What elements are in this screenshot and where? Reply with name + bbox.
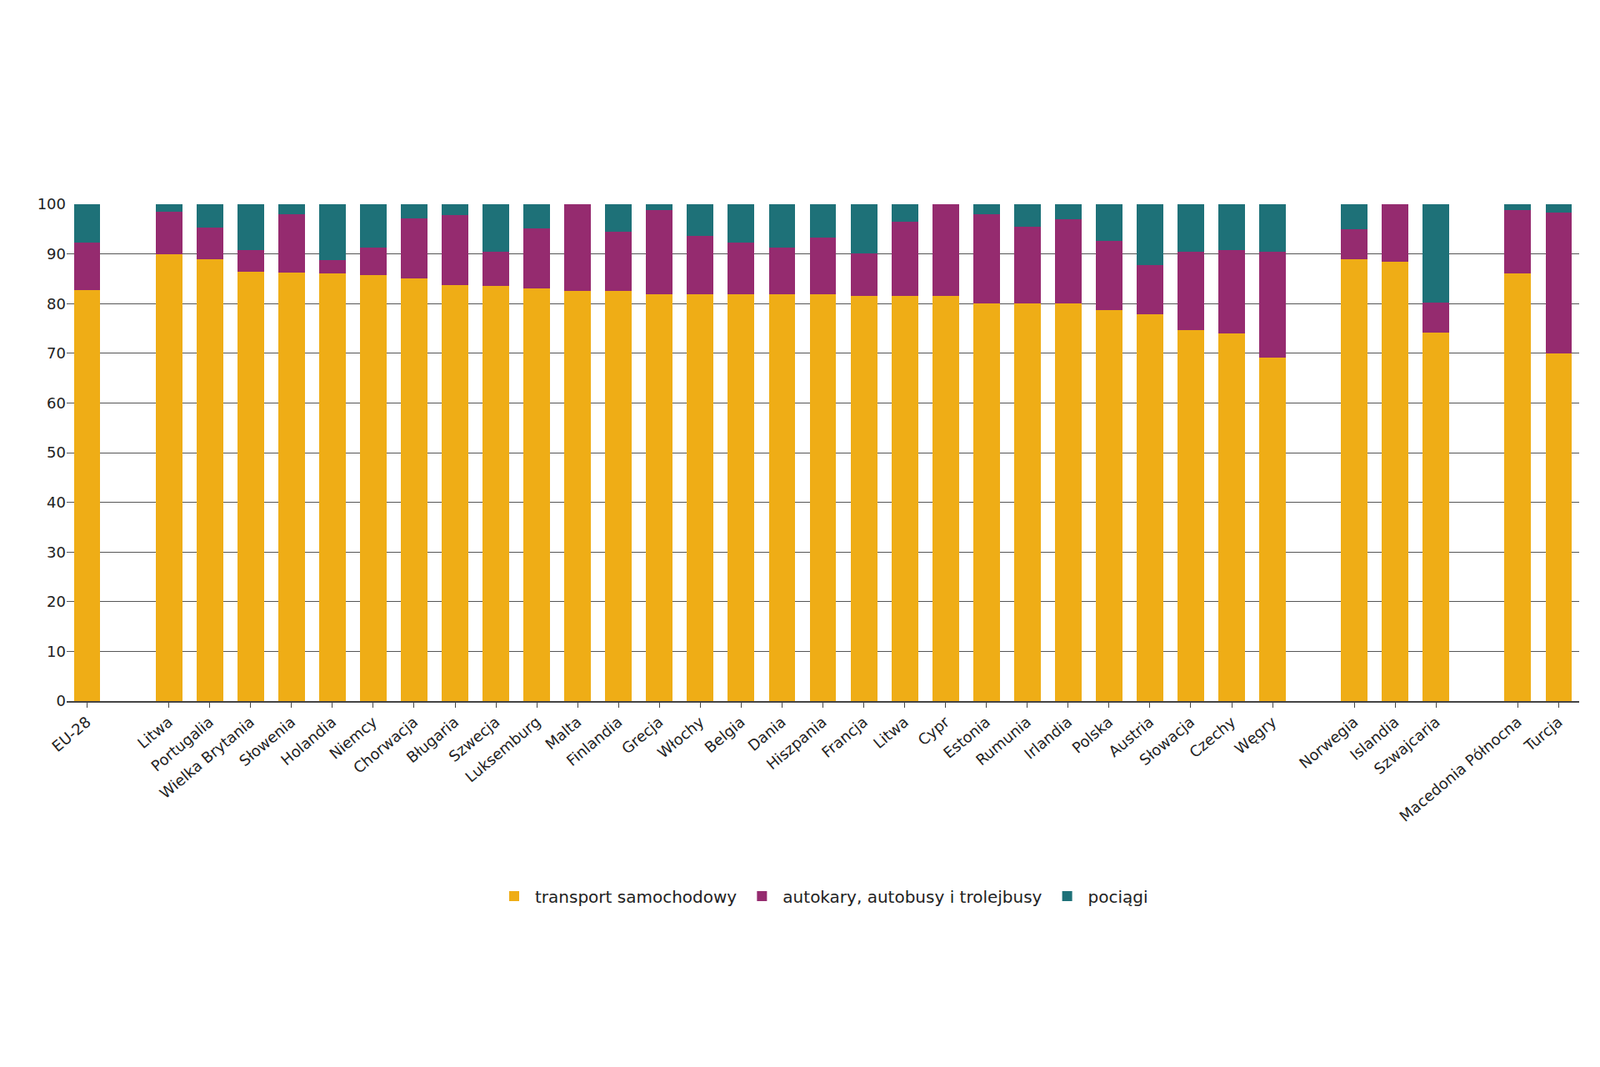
svg-text:Finlandia: Finlandia [563, 712, 626, 770]
svg-text:10: 10 [46, 642, 66, 660]
svg-text:Litwa: Litwa [134, 712, 176, 752]
svg-text:Portugalia: Portugalia [147, 712, 217, 775]
svg-text:Słowenia: Słowenia [235, 712, 299, 770]
svg-text:Macedonia Północna: Macedonia Północna [1395, 712, 1525, 825]
svg-text:Bługaria: Bługaria [403, 712, 463, 766]
svg-text:90: 90 [46, 245, 66, 263]
svg-text:20: 20 [46, 592, 66, 610]
svg-text:0: 0 [56, 691, 66, 710]
svg-text:autokary, autobusy i trolejbus: autokary, autobusy i trolejbusy [782, 886, 1042, 907]
svg-text:Rumunia: Rumunia [972, 712, 1035, 769]
svg-text:100: 100 [37, 195, 66, 213]
svg-text:Malta: Malta [541, 712, 585, 753]
svg-text:Estonia: Estonia [940, 712, 994, 762]
svg-text:Holandia: Holandia [277, 712, 340, 769]
svg-text:Litwa: Litwa [870, 712, 912, 752]
svg-text:80: 80 [46, 295, 66, 313]
svg-text:Dania: Dania [744, 712, 790, 755]
svg-text:40: 40 [46, 493, 66, 511]
svg-text:Słowacja: Słowacja [1135, 712, 1198, 769]
svg-text:pociągi: pociągi [1088, 886, 1149, 907]
svg-text:Irlandia: Irlandia [1020, 712, 1075, 763]
svg-text:50: 50 [46, 443, 66, 461]
svg-text:Turcja: Turcja [1520, 712, 1566, 755]
svg-text:Cypr: Cypr [914, 712, 953, 749]
svg-text:Belgia: Belgia [700, 712, 748, 756]
svg-text:70: 70 [46, 344, 66, 362]
svg-text:Austria: Austria [1105, 712, 1157, 760]
svg-text:Niemcy: Niemcy [325, 712, 381, 763]
svg-text:Polska: Polska [1068, 712, 1116, 757]
svg-text:Chorwacja: Chorwacja [350, 712, 422, 777]
svg-text:Szwecja: Szwecja [445, 712, 503, 765]
svg-text:Grecja: Grecja [618, 712, 667, 757]
svg-text:Włochy: Włochy [654, 712, 708, 762]
svg-text:Hiszpania: Hiszpania [763, 712, 830, 773]
svg-text:EU-28: EU-28 [48, 712, 95, 755]
svg-text:30: 30 [46, 543, 66, 561]
svg-text:Islandia: Islandia [1346, 712, 1403, 764]
svg-text:transport samochodowy: transport samochodowy [535, 886, 737, 907]
svg-text:Norwegia: Norwegia [1295, 712, 1362, 772]
svg-text:Luksemburg: Luksemburg [461, 712, 544, 785]
svg-text:Wielka Brytania: Wielka Brytania [155, 712, 258, 802]
svg-text:Czechy: Czechy [1185, 712, 1240, 761]
svg-text:Węgry: Węgry [1230, 712, 1280, 758]
svg-text:60: 60 [46, 394, 66, 412]
svg-text:Francja: Francja [818, 712, 871, 761]
svg-text:Szwajcaria: Szwajcaria [1370, 712, 1444, 778]
